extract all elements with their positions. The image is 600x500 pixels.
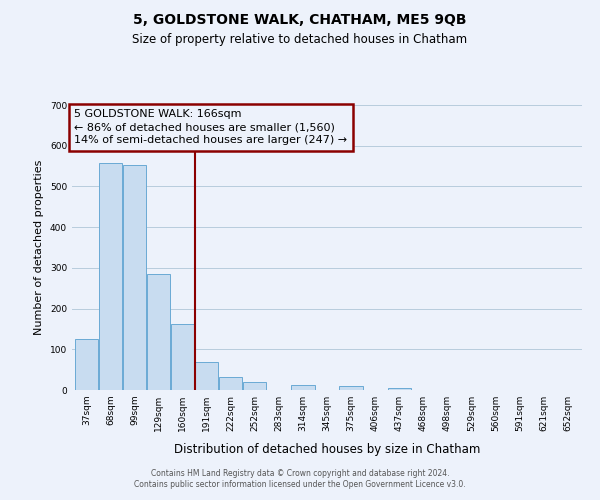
Y-axis label: Number of detached properties: Number of detached properties bbox=[34, 160, 44, 335]
Bar bbox=[171, 324, 194, 390]
Bar bbox=[291, 385, 314, 390]
Text: Size of property relative to detached houses in Chatham: Size of property relative to detached ho… bbox=[133, 32, 467, 46]
Bar bbox=[75, 339, 98, 390]
Bar bbox=[340, 386, 363, 390]
Bar bbox=[195, 362, 218, 390]
Bar bbox=[219, 376, 242, 390]
Bar bbox=[99, 163, 122, 390]
Text: Distribution of detached houses by size in Chatham: Distribution of detached houses by size … bbox=[174, 442, 480, 456]
Text: 5, GOLDSTONE WALK, CHATHAM, ME5 9QB: 5, GOLDSTONE WALK, CHATHAM, ME5 9QB bbox=[133, 12, 467, 26]
Bar bbox=[123, 165, 146, 390]
Text: Contains HM Land Registry data © Crown copyright and database right 2024.: Contains HM Land Registry data © Crown c… bbox=[151, 468, 449, 477]
Text: Contains public sector information licensed under the Open Government Licence v3: Contains public sector information licen… bbox=[134, 480, 466, 489]
Bar bbox=[147, 274, 170, 390]
Bar bbox=[243, 382, 266, 390]
Text: 5 GOLDSTONE WALK: 166sqm
← 86% of detached houses are smaller (1,560)
14% of sem: 5 GOLDSTONE WALK: 166sqm ← 86% of detach… bbox=[74, 109, 347, 146]
Bar bbox=[388, 388, 411, 390]
